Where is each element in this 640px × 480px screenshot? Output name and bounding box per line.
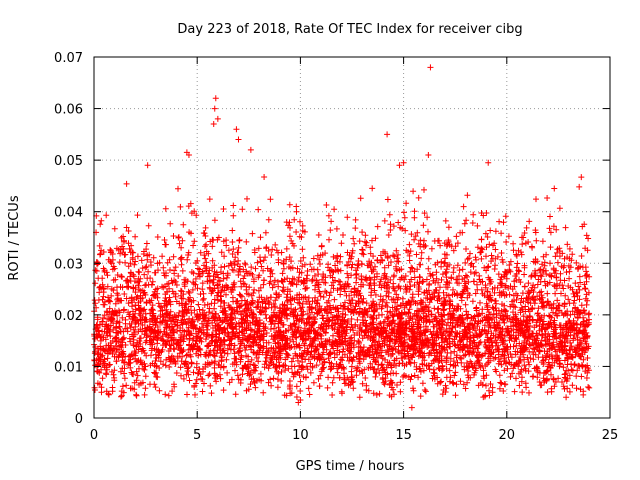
y-tick-label: 0.03: [54, 257, 83, 272]
roti-point: [235, 136, 242, 143]
roti-point: [408, 404, 415, 411]
x-tick-label: 5: [193, 428, 201, 443]
roti-point: [210, 121, 217, 128]
y-tick-label: 0: [75, 412, 83, 427]
roti-point: [293, 203, 300, 210]
x-tick-label: 0: [90, 428, 98, 443]
roti-point: [185, 151, 192, 158]
y-axis: 0 0.01 0.02 0.03 0.04 0.05 0.06 0.07: [54, 51, 610, 427]
y-axis-label: ROTI / TECUs: [7, 195, 22, 280]
roti-point: [211, 105, 218, 112]
roti-point: [384, 131, 391, 138]
x-axis: 0 5 10 15 20 25: [90, 57, 618, 443]
roti-point: [425, 151, 432, 158]
y-tick-label: 0.01: [54, 360, 83, 375]
x-tick-label: 10: [292, 428, 309, 443]
roti-point: [233, 126, 240, 133]
y-tick-label: 0.07: [54, 51, 83, 66]
roti-point-cloud: [91, 174, 593, 401]
plot-frame: [93, 56, 611, 419]
roti-point: [396, 162, 403, 169]
roti-point: [427, 64, 434, 71]
x-tick-label: 15: [395, 428, 412, 443]
x-tick-label: 20: [499, 428, 516, 443]
roti-point: [551, 185, 558, 192]
y-tick-label: 0.05: [54, 154, 83, 169]
roti-point: [212, 95, 219, 102]
roti-point: [144, 162, 151, 169]
roti-point: [400, 159, 407, 166]
chart-title: Day 223 of 2018, Rate Of TEC Index for r…: [177, 22, 522, 37]
y-tick-label: 0.04: [54, 206, 83, 221]
roti-point: [214, 115, 221, 122]
roti-point: [247, 146, 254, 153]
x-axis-label: GPS time / hours: [296, 459, 405, 474]
roti-point: [485, 159, 492, 166]
x-tick-label: 25: [602, 428, 619, 443]
data-points: [91, 64, 593, 411]
y-tick-label: 0.02: [54, 309, 83, 324]
y-tick-label: 0.06: [54, 103, 83, 118]
roti-point: [297, 396, 304, 403]
